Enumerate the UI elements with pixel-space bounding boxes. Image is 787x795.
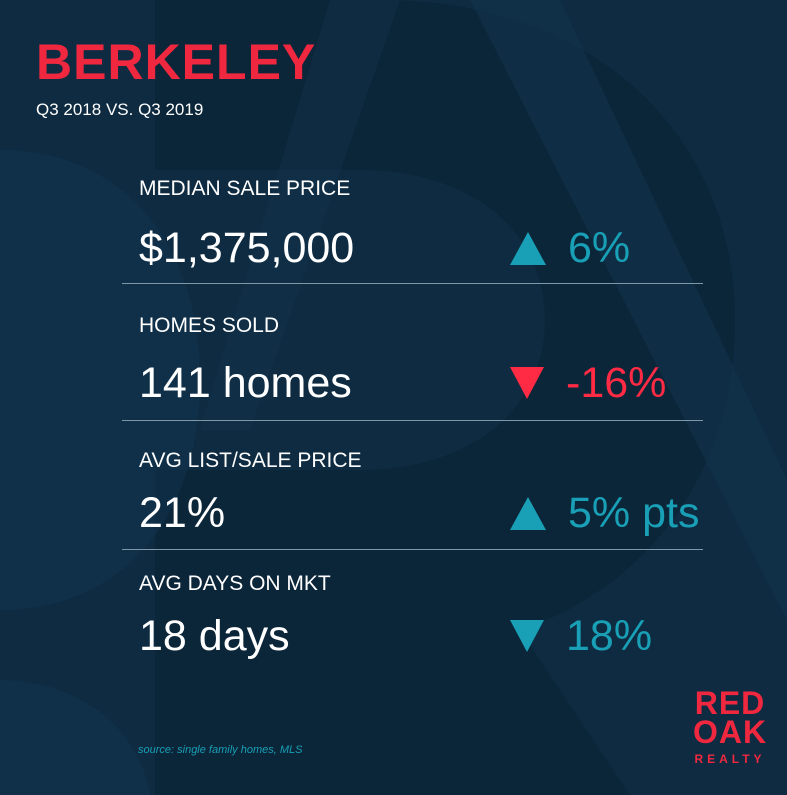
- metric-homes-sold: HOMES SOLD 141 homes -16%: [122, 313, 703, 423]
- metric-change: 6%: [510, 223, 630, 273]
- logo-line-1: RED: [694, 685, 766, 721]
- triangle-down-icon: [510, 367, 544, 399]
- metric-label: AVG DAYS ON MKT: [139, 572, 331, 595]
- metric-change-text: 5% pts: [568, 489, 700, 537]
- metric-avg-days-on-mkt: AVG DAYS ON MKT 18 days 18%: [122, 571, 703, 671]
- page-title: BERKELEY: [36, 34, 317, 90]
- divider: [122, 549, 703, 550]
- source-note: source: single family homes, MLS: [138, 744, 303, 756]
- metric-change-text: -16%: [566, 359, 667, 407]
- metric-change: 18%: [510, 611, 652, 661]
- metric-label: MEDIAN SALE PRICE: [139, 177, 351, 200]
- logo-line-2: OAK: [692, 714, 768, 750]
- metric-change: 5% pts: [510, 488, 699, 538]
- metric-change: -16%: [510, 358, 666, 408]
- triangle-up-icon: [510, 231, 546, 265]
- metric-median-sale-price: MEDIAN SALE PRICE $1,375,000 6%: [122, 176, 703, 286]
- metric-change-text: 18%: [566, 612, 653, 660]
- period-subtitle: Q3 2018 VS. Q3 2019: [36, 100, 204, 119]
- triangle-up-icon: [510, 496, 546, 530]
- metric-value: 141 homes: [139, 359, 352, 407]
- divider: [122, 283, 703, 284]
- metric-value: 21%: [139, 489, 226, 537]
- metric-value: 18 days: [139, 612, 290, 660]
- metric-change-text: 6%: [568, 224, 631, 272]
- logo-line-3: REALTY: [694, 752, 766, 766]
- divider: [122, 420, 703, 421]
- red-oak-realty-logo: RED OAK REALTY: [690, 685, 770, 767]
- metric-label: AVG LIST/SALE PRICE: [139, 449, 362, 472]
- metric-value: $1,375,000: [139, 224, 355, 272]
- metric-label: HOMES SOLD: [139, 314, 280, 337]
- metric-avg-list-sale-price: AVG LIST/SALE PRICE 21% 5% pts: [122, 448, 703, 558]
- triangle-down-icon: [510, 620, 544, 652]
